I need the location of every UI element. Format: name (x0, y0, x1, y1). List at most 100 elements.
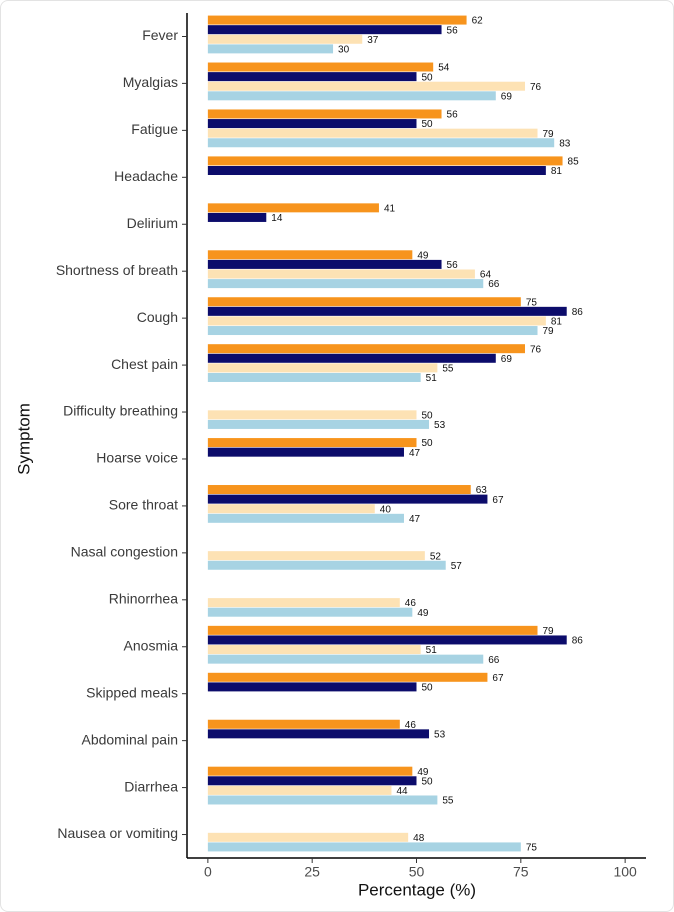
value-label: 86 (572, 307, 584, 318)
bar (207, 654, 484, 664)
value-label: 69 (501, 91, 513, 102)
value-label: 50 (422, 72, 434, 83)
bar (207, 419, 430, 429)
bar (207, 795, 438, 805)
value-label: 48 (413, 833, 425, 844)
value-label: 86 (572, 636, 584, 647)
bar (207, 259, 442, 269)
x-tick-label: 75 (513, 864, 529, 880)
bar (207, 672, 488, 682)
y-tick-label: Nasal congestion (71, 544, 178, 560)
bar (207, 832, 409, 842)
bar (207, 645, 421, 655)
bar (207, 128, 538, 138)
value-label: 41 (384, 203, 396, 214)
bar (207, 44, 334, 54)
y-tick-label: Sore throat (109, 497, 178, 513)
value-label: 46 (405, 598, 417, 609)
y-axis-label: Symptom (14, 403, 33, 475)
x-tick-label: 25 (304, 864, 320, 880)
value-label: 53 (434, 420, 446, 431)
bar (207, 344, 525, 354)
bar (207, 625, 538, 635)
bar (207, 513, 404, 523)
x-tick-label: 100 (613, 864, 637, 880)
value-label: 54 (438, 63, 450, 74)
bar (207, 166, 546, 176)
value-label: 56 (447, 260, 459, 271)
bar (207, 353, 496, 363)
y-tick-label: Delirium (127, 215, 178, 231)
value-label: 67 (492, 495, 504, 506)
value-label: 66 (488, 655, 500, 666)
bar (207, 551, 425, 561)
value-label: 75 (526, 297, 538, 308)
value-label: 50 (422, 438, 434, 449)
value-label: 55 (442, 364, 454, 375)
bar (207, 212, 267, 222)
bar (207, 269, 475, 279)
bar (207, 156, 563, 166)
x-tick-label: 0 (204, 864, 212, 880)
bar (207, 363, 438, 373)
bar (207, 372, 421, 382)
value-label: 69 (501, 354, 513, 365)
bar (207, 560, 446, 570)
bar (207, 119, 417, 129)
value-label: 67 (492, 673, 504, 684)
y-tick-label: Headache (114, 168, 178, 184)
value-label: 47 (409, 514, 421, 525)
value-label: 53 (434, 729, 446, 740)
bar (207, 326, 538, 336)
bar (207, 306, 567, 316)
value-label: 46 (405, 720, 417, 731)
bar (207, 785, 392, 795)
y-tick-label: Skipped meals (86, 684, 178, 700)
value-label: 49 (417, 608, 429, 619)
value-label: 62 (472, 16, 484, 27)
y-tick-label: Anosmia (124, 637, 179, 653)
value-label: 50 (422, 683, 434, 694)
value-label: 79 (543, 326, 555, 337)
value-label: 51 (426, 373, 438, 384)
bar (207, 719, 400, 729)
value-label: 50 (422, 119, 434, 130)
value-label: 52 (430, 551, 442, 562)
value-label: 57 (451, 561, 463, 572)
value-label: 49 (417, 250, 429, 261)
bar (207, 297, 521, 307)
bar (207, 250, 413, 260)
value-label: 37 (367, 35, 379, 46)
bar (207, 607, 413, 617)
value-label: 30 (338, 45, 350, 56)
value-label: 75 (526, 843, 538, 854)
y-tick-label: Shortness of breath (56, 262, 178, 278)
y-tick-label: Difficulty breathing (63, 403, 178, 419)
x-tick-label: 50 (409, 864, 425, 880)
value-label: 63 (476, 485, 488, 496)
value-label: 14 (271, 213, 283, 224)
value-label: 56 (447, 110, 459, 121)
value-label: 81 (551, 166, 563, 177)
y-tick-label: Chest pain (111, 356, 178, 372)
value-label: 49 (417, 767, 429, 778)
bar (207, 81, 525, 91)
bar (207, 729, 430, 739)
value-label: 47 (409, 448, 421, 459)
bar (207, 766, 413, 776)
value-label: 76 (530, 82, 542, 93)
bar (207, 494, 488, 504)
value-label: 64 (480, 270, 492, 281)
value-label: 56 (447, 25, 459, 36)
value-label: 79 (543, 626, 555, 637)
bar (207, 25, 442, 35)
y-tick-label: Nausea or vomiting (57, 825, 178, 841)
bar (207, 72, 417, 82)
value-label: 44 (396, 786, 408, 797)
value-label: 85 (568, 157, 580, 168)
y-tick-label: Hoarse voice (96, 450, 178, 466)
bar (207, 138, 555, 148)
y-tick-label: Fever (142, 27, 178, 43)
bar (207, 682, 417, 692)
